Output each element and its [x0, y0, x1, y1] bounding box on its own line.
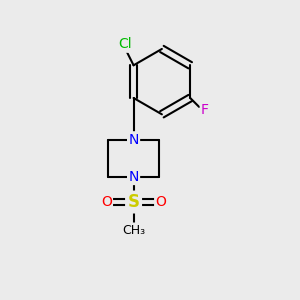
Text: S: S: [128, 193, 140, 211]
Text: O: O: [155, 195, 167, 209]
Text: O: O: [101, 195, 112, 209]
Text: N: N: [128, 170, 139, 184]
Text: N: N: [128, 133, 139, 147]
Text: F: F: [201, 103, 209, 117]
Text: Cl: Cl: [118, 38, 131, 52]
Text: CH₃: CH₃: [122, 224, 145, 237]
